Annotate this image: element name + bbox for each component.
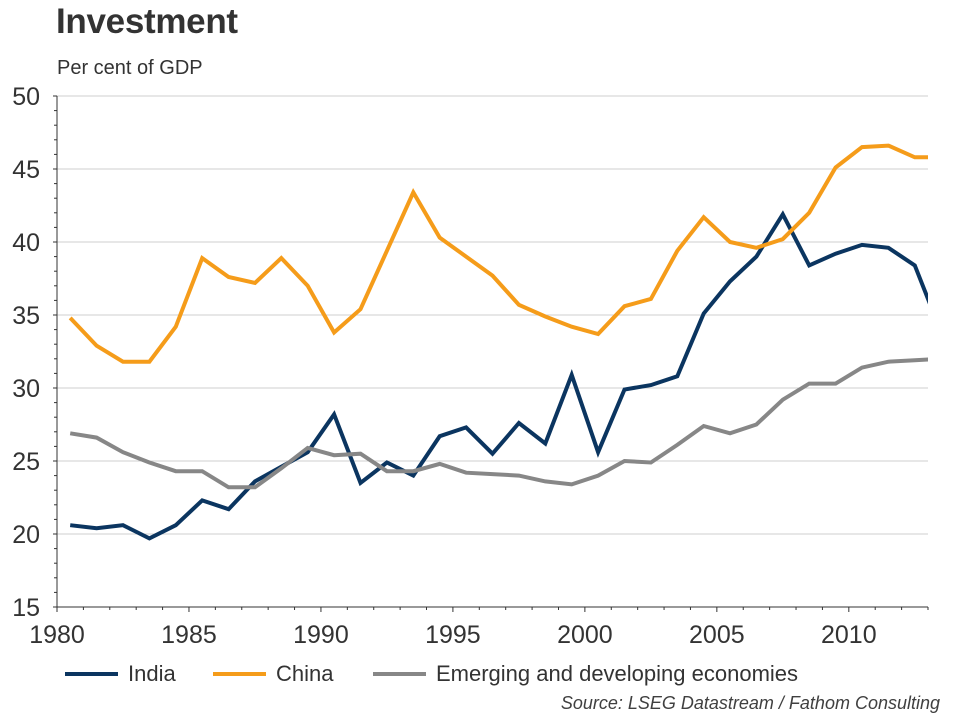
legend-label-china: China (276, 661, 334, 686)
legend-item-emerging: Emerging and developing economies (373, 660, 798, 688)
legend: India China Emerging and developing econ… (0, 660, 960, 688)
legend-label-india: India (128, 661, 176, 686)
axes (53, 95, 929, 612)
x-tick-label: 1990 (293, 621, 349, 649)
series-line-india (69, 210, 928, 541)
legend-label-emerging: Emerging and developing economies (436, 661, 799, 686)
legend-swatch-india (65, 672, 118, 676)
y-tick-label: 45 (12, 156, 40, 184)
x-tick-label: 1995 (425, 621, 481, 649)
x-tick-label: 2005 (689, 621, 745, 649)
legend-item-india: India (65, 660, 176, 688)
y-tick-label: 15 (12, 594, 40, 622)
series-line-china (68, 143, 928, 364)
y-tick-label: 40 (12, 229, 40, 257)
x-tick-label: 1980 (29, 621, 85, 649)
chart-subtitle: Per cent of GDP (57, 57, 203, 79)
legend-swatch-emerging (373, 672, 426, 676)
x-tick-label: 1985 (161, 621, 217, 649)
chart-title: Investment (56, 2, 238, 41)
legend-item-china: China (213, 660, 333, 688)
y-tick-label: 35 (12, 302, 40, 330)
y-tick-label: 50 (12, 83, 40, 111)
series-line-emerging (69, 357, 928, 490)
source-note: Source: LSEG Datastream / Fathom Consult… (560, 693, 940, 713)
y-tick-label: 20 (12, 521, 40, 549)
x-tick-labels: 1980 1985 1990 1995 2000 2005 2010 (29, 621, 876, 649)
series-lines (68, 143, 928, 541)
x-tick-label: 2010 (821, 621, 877, 649)
gridlines (57, 95, 928, 535)
y-tick-label: 30 (12, 375, 40, 403)
y-tick-label: 25 (12, 448, 40, 476)
y-tick-labels: 15 20 25 30 35 40 45 50 (12, 83, 40, 622)
legend-swatch-china (213, 672, 266, 676)
x-tick-label: 2000 (557, 621, 613, 649)
